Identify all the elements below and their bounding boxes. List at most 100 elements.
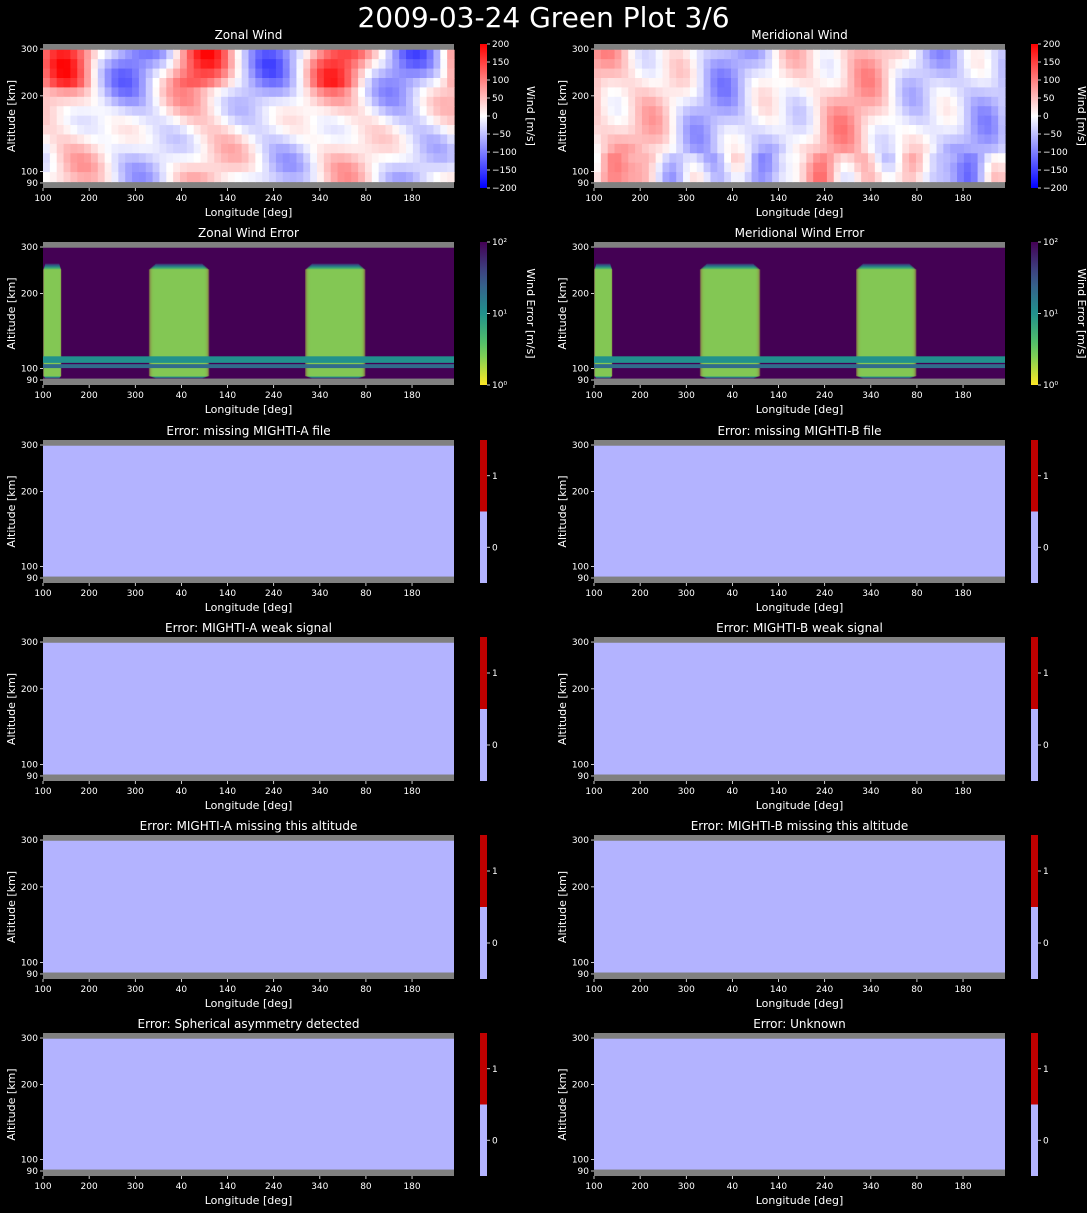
heatmap-cell bbox=[785, 96, 794, 107]
heatmap-cell bbox=[772, 125, 780, 136]
heatmap-cell bbox=[724, 106, 732, 117]
heatmap-cell bbox=[70, 77, 78, 89]
heatmap-cell bbox=[56, 68, 65, 79]
heatmap-cell bbox=[778, 106, 787, 117]
heatmap-cell bbox=[63, 59, 71, 70]
heatmap-cell bbox=[351, 153, 359, 164]
heatmap-cell bbox=[173, 134, 181, 145]
heatmap-cell bbox=[628, 162, 636, 173]
colorbar-tick-label: 10¹ bbox=[492, 310, 507, 320]
heatmap-cell bbox=[269, 96, 277, 107]
heatmap-cell bbox=[227, 172, 236, 183]
x-tick-label: 80 bbox=[360, 985, 372, 995]
heatmap-cell bbox=[145, 172, 154, 183]
heatmap-cell bbox=[689, 143, 698, 154]
heatmap-cell bbox=[406, 153, 414, 164]
colorbar-tick-label: 50 bbox=[492, 94, 504, 104]
heatmap-cell bbox=[412, 125, 421, 136]
heatmap-cell bbox=[310, 49, 318, 60]
colorbar-tick-label: 200 bbox=[492, 40, 509, 50]
heatmap-cell bbox=[683, 106, 691, 117]
heatmap-cell bbox=[159, 134, 167, 145]
heatmap-cell bbox=[922, 106, 931, 117]
heatmap-cell bbox=[385, 172, 393, 183]
plot-area bbox=[43, 440, 454, 583]
heatmap-cell bbox=[703, 49, 712, 60]
heatmap-cell bbox=[412, 96, 421, 107]
y-tick-label: 200 bbox=[21, 92, 38, 102]
heatmap-cell bbox=[56, 87, 65, 98]
heatmap-cell bbox=[600, 77, 609, 89]
heatmap-cell bbox=[180, 87, 188, 98]
x-tick-label: 340 bbox=[311, 985, 328, 995]
x-axis-label: Longitude [deg] bbox=[205, 1194, 293, 1207]
heatmap-cell bbox=[799, 134, 807, 145]
heatmap-cell bbox=[915, 162, 924, 173]
y-tick-label: 100 bbox=[21, 760, 38, 770]
heatmap-cell bbox=[440, 143, 448, 154]
heatmap-cell bbox=[915, 172, 924, 183]
heatmap-cell bbox=[621, 106, 629, 117]
heatmap-cell bbox=[392, 134, 400, 145]
heatmap-cell bbox=[378, 172, 387, 183]
heatmap-cell bbox=[159, 162, 167, 173]
heatmap-cell bbox=[861, 59, 869, 70]
heatmap-cell bbox=[717, 59, 725, 70]
heatmap-cell bbox=[344, 96, 352, 107]
x-tick-label: 140 bbox=[219, 194, 236, 204]
heatmap-cell bbox=[118, 172, 126, 183]
heatmap-cell bbox=[737, 68, 746, 79]
heatmap-cell bbox=[833, 106, 842, 117]
heatmap-cell bbox=[166, 87, 174, 98]
heatmap-cell bbox=[998, 134, 1006, 145]
heatmap-cell bbox=[689, 162, 698, 173]
heatmap-cell bbox=[351, 143, 359, 154]
heatmap-cell bbox=[214, 125, 222, 136]
heatmap-cell bbox=[296, 49, 304, 60]
heatmap-cell bbox=[600, 59, 609, 70]
heatmap-cell bbox=[717, 106, 725, 117]
heatmap-cell bbox=[826, 143, 835, 154]
heatmap-cell bbox=[607, 87, 616, 98]
heatmap-cell bbox=[724, 143, 732, 154]
heatmap-cell bbox=[696, 49, 705, 60]
heatmap-cell bbox=[881, 162, 890, 173]
heatmap-cell bbox=[778, 68, 787, 79]
heatmap-cell bbox=[371, 59, 380, 70]
heatmap-cell bbox=[628, 106, 636, 117]
heatmap-cell bbox=[902, 59, 910, 70]
heatmap-cell bbox=[731, 153, 739, 164]
colorbar-tick-label: −50 bbox=[492, 130, 511, 140]
heatmap-cell bbox=[186, 134, 195, 145]
heatmap-cell bbox=[909, 106, 917, 117]
heatmap-cell bbox=[888, 87, 896, 98]
heatmap-cell bbox=[792, 49, 801, 60]
heatmap-cell bbox=[655, 115, 664, 126]
heatmap-cell bbox=[166, 77, 174, 89]
heatmap-cell bbox=[132, 59, 140, 70]
x-tick-label: 140 bbox=[219, 1182, 236, 1192]
heatmap-cell bbox=[63, 125, 71, 136]
x-tick-label: 100 bbox=[585, 985, 602, 995]
heatmap-cell bbox=[943, 87, 951, 98]
heatmap-cell bbox=[696, 162, 705, 173]
heatmap-cell bbox=[977, 59, 986, 70]
heatmap-cell bbox=[778, 87, 787, 98]
heatmap-cell bbox=[282, 172, 291, 183]
heatmap-cell bbox=[70, 115, 78, 126]
colorbar: 10 bbox=[480, 1033, 498, 1176]
heatmap-cell bbox=[703, 134, 712, 145]
heatmap-cell bbox=[840, 59, 849, 70]
heatmap-cell bbox=[594, 49, 602, 60]
heatmap-cell bbox=[269, 125, 277, 136]
heatmap-cell bbox=[159, 59, 167, 70]
heatmap-cell bbox=[594, 106, 602, 117]
heatmap-cell bbox=[392, 96, 400, 107]
heatmap-cell bbox=[426, 153, 435, 164]
heatmap-cell bbox=[984, 59, 992, 70]
heatmap-cell bbox=[138, 68, 147, 79]
heatmap-cell bbox=[56, 49, 65, 60]
heatmap-cell bbox=[440, 49, 448, 60]
heatmap-cell bbox=[269, 153, 277, 164]
